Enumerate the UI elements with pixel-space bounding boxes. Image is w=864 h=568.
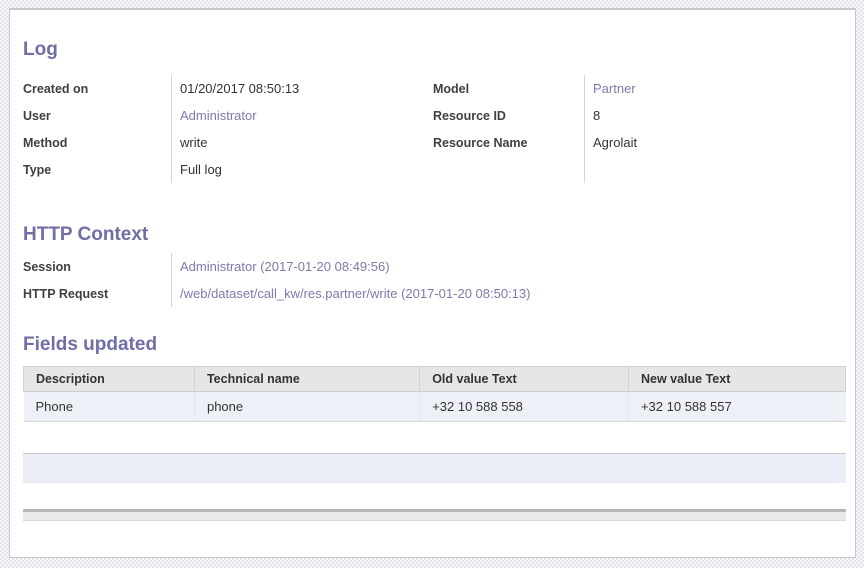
col-header-old-value-text[interactable]: Old value Text: [419, 366, 629, 392]
log-right-group: Model Resource ID Resource Name Partner …: [433, 75, 846, 183]
cell-new-value[interactable]: +32 10 588 557: [627, 391, 846, 422]
type-value: Full log: [180, 162, 222, 177]
http-context-values: Administrator (2017-01-20 08:49:56) /web…: [171, 253, 846, 307]
log-left-values: 01/20/2017 08:50:13 Administrator write …: [171, 75, 433, 183]
log-section-title: Log: [23, 39, 58, 60]
cell-old-value[interactable]: +32 10 588 558: [419, 391, 629, 422]
http-context-group: Session HTTP Request Administrator (2017…: [23, 253, 846, 307]
log-right-values: Partner 8 Agrolait: [584, 75, 846, 183]
resource-id-value: 8: [593, 108, 601, 123]
cell-description[interactable]: Phone: [23, 391, 195, 422]
col-header-new-value-text[interactable]: New value Text: [627, 366, 847, 392]
table-header-row: Description Technical name Old value Tex…: [23, 366, 847, 392]
horizontal-scrollbar[interactable]: [23, 509, 846, 521]
log-field-groups: Created on User Method Type 01/20/2017 0…: [23, 75, 846, 183]
session-link[interactable]: Administrator (2017-01-20 08:49:56): [180, 259, 390, 274]
method-value: write: [180, 135, 208, 150]
fields-updated-section-title: Fields updated: [23, 334, 158, 355]
http-request-label: HTTP Request: [23, 286, 109, 301]
log-left-group: Created on User Method Type 01/20/2017 0…: [23, 75, 433, 183]
user-link[interactable]: Administrator: [180, 108, 257, 123]
resource-name-value: Agrolait: [593, 135, 638, 150]
http-context-section-title: HTTP Context: [23, 224, 149, 245]
user-label: User: [23, 108, 51, 123]
model-link[interactable]: Partner: [593, 81, 636, 96]
type-label: Type: [23, 162, 52, 177]
created-on-label: Created on: [23, 81, 89, 96]
session-label: Session: [23, 259, 71, 274]
model-label: Model: [433, 81, 470, 96]
empty-list-row: [23, 453, 846, 483]
fields-updated-table: Description Technical name Old value Tex…: [23, 366, 847, 422]
method-label: Method: [23, 135, 68, 150]
cell-technical-name[interactable]: phone: [193, 391, 420, 422]
resource-name-label: Resource Name: [433, 135, 528, 150]
resource-id-label: Resource ID: [433, 108, 506, 123]
table-row[interactable]: Phone phone +32 10 588 558 +32 10 588 55…: [23, 391, 846, 422]
created-on-value: 01/20/2017 08:50:13: [180, 81, 300, 96]
col-header-technical-name[interactable]: Technical name: [193, 366, 421, 392]
log-form-panel: Log Created on User Method Type 01/20/20…: [9, 8, 856, 558]
http-request-link[interactable]: /web/dataset/call_kw/res.partner/write (…: [180, 286, 531, 301]
col-header-description[interactable]: Description: [23, 366, 195, 392]
